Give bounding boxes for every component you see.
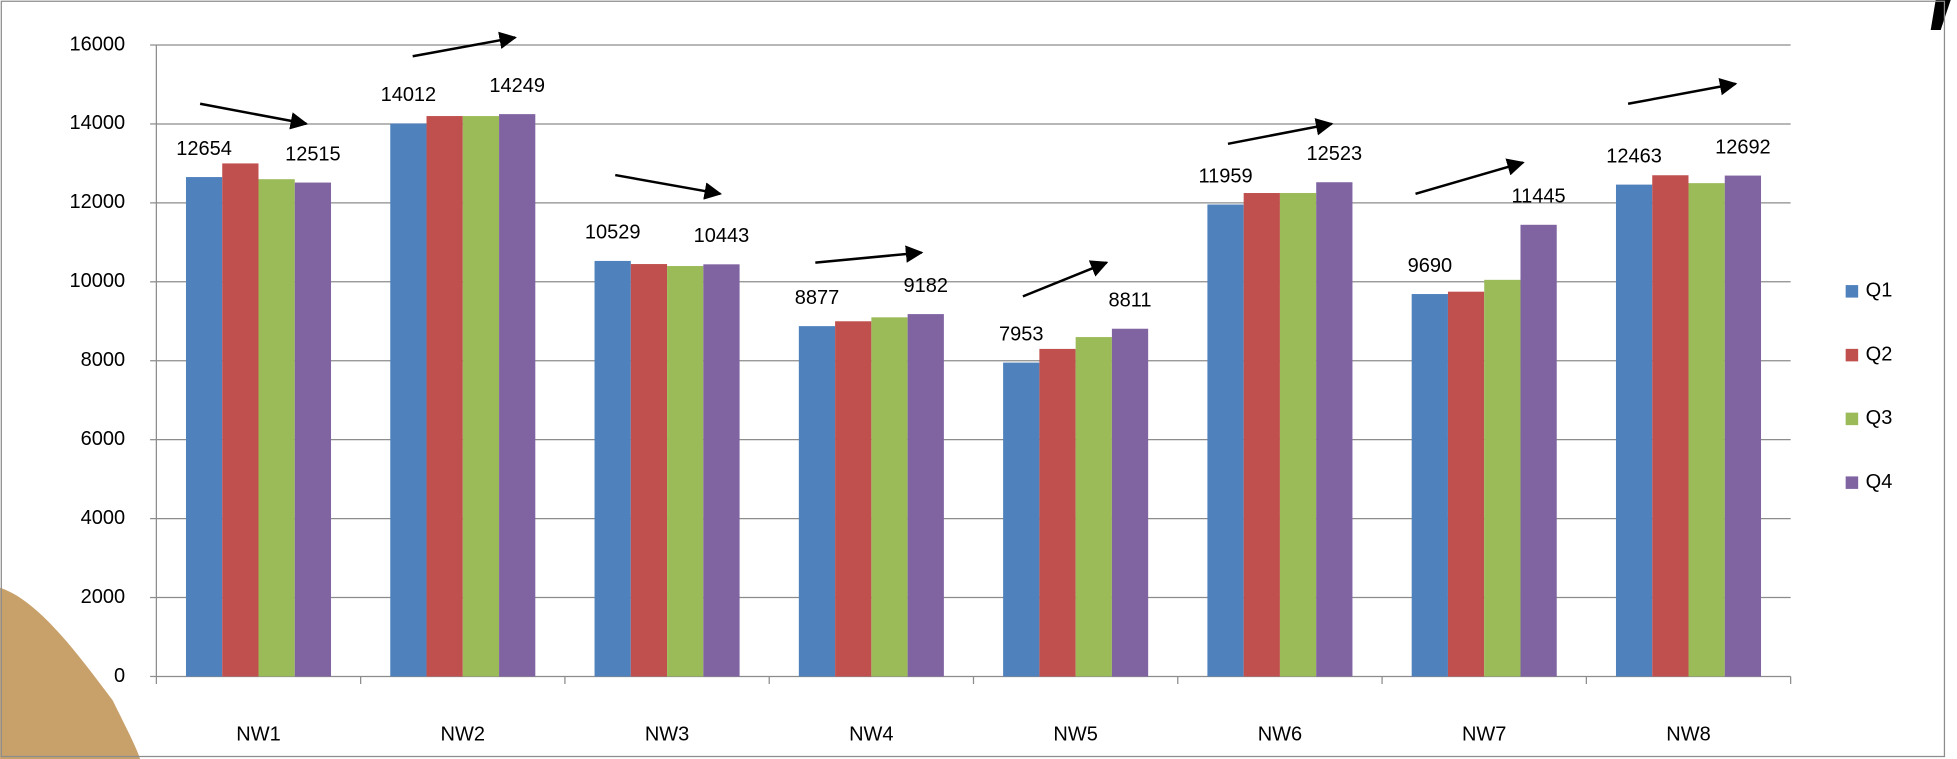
data-label: 11959 [1198, 165, 1252, 187]
data-label: 12654 [176, 138, 232, 160]
y-tick-label: 6000 [81, 428, 125, 450]
bar [1039, 348, 1076, 677]
x-tick-label: NW2 [441, 724, 485, 746]
bar [462, 116, 500, 677]
data-label: 9182 [903, 275, 948, 297]
trend-arrow [1022, 260, 1109, 298]
x-tick-label: NW3 [645, 724, 689, 746]
bar [630, 264, 668, 677]
data-label: 9690 [1408, 255, 1452, 277]
data-label: 11445 [1512, 186, 1566, 208]
data-label: 14249 [489, 75, 545, 97]
legend-label: Q3 [1866, 407, 1893, 429]
data-label: 8877 [795, 287, 840, 309]
bar [703, 264, 740, 677]
x-tick-label: NW4 [849, 724, 893, 746]
data-label: 10443 [694, 225, 750, 247]
trend-arrow [1627, 78, 1738, 106]
bar [907, 314, 944, 677]
legend-label: Q1 [1866, 280, 1893, 302]
legend-swatch [1845, 348, 1859, 362]
bar [1411, 294, 1448, 677]
y-tick-label: 0 [114, 665, 125, 687]
x-tick-label: NW8 [1666, 724, 1710, 746]
legend-label: Q4 [1866, 471, 1893, 493]
data-label: 7953 [999, 323, 1044, 345]
bar [294, 182, 332, 677]
bar [1652, 175, 1689, 677]
bar [1243, 193, 1280, 677]
decoration [0, 587, 141, 759]
bar [1520, 224, 1557, 677]
y-tick-label: 4000 [81, 507, 125, 529]
trend-arrow [412, 31, 517, 58]
bar [1111, 328, 1149, 677]
y-tick-label: 16000 [69, 33, 125, 55]
y-tick-label: 8000 [81, 349, 125, 371]
trend-arrow [1227, 118, 1334, 146]
bar [185, 177, 223, 677]
bar [499, 114, 536, 677]
bar [1316, 182, 1353, 677]
y-tick-label: 2000 [81, 586, 125, 608]
x-tick-label: NW6 [1258, 724, 1302, 746]
data-label: 10529 [585, 222, 641, 244]
y-tick-label: 14000 [69, 112, 125, 134]
trend-arrows [199, 31, 1738, 298]
legend-swatch [1845, 412, 1859, 426]
y-tick-label: 12000 [69, 191, 125, 213]
bar [798, 326, 836, 677]
trend-arrow [615, 173, 723, 200]
trend-arrow [1415, 158, 1525, 196]
trend-arrow [815, 245, 924, 264]
bar [1615, 184, 1653, 677]
data-label: 8811 [1109, 290, 1152, 312]
trend-arrow [199, 102, 309, 130]
bar [258, 179, 295, 677]
legend-swatch [1845, 476, 1859, 489]
bar [1447, 291, 1485, 677]
bar [1484, 279, 1521, 677]
data-label: 12515 [285, 143, 341, 165]
bar [1075, 337, 1112, 677]
bar [1279, 193, 1317, 677]
x-tick-label: NW7 [1462, 724, 1506, 746]
data-label: 12692 [1715, 136, 1771, 158]
bar [871, 317, 908, 677]
bar [1003, 362, 1040, 677]
data-label: 14012 [381, 84, 437, 106]
data-label: 12463 [1606, 145, 1662, 167]
bar [1207, 204, 1244, 677]
legend-swatch [1845, 285, 1859, 298]
y-tick-label: 10000 [69, 270, 125, 292]
bar [1688, 183, 1725, 677]
bar [594, 260, 631, 677]
x-tick-label: NW1 [236, 724, 280, 746]
data-label: 12523 [1307, 143, 1363, 165]
legend-label: Q2 [1866, 343, 1893, 365]
x-tick-label: NW5 [1053, 724, 1097, 746]
decoration [1930, 0, 1951, 31]
bar [222, 163, 259, 677]
bar [426, 116, 463, 677]
bar [667, 266, 704, 677]
bar [835, 321, 872, 677]
bar [390, 123, 427, 677]
bar [1724, 175, 1762, 677]
